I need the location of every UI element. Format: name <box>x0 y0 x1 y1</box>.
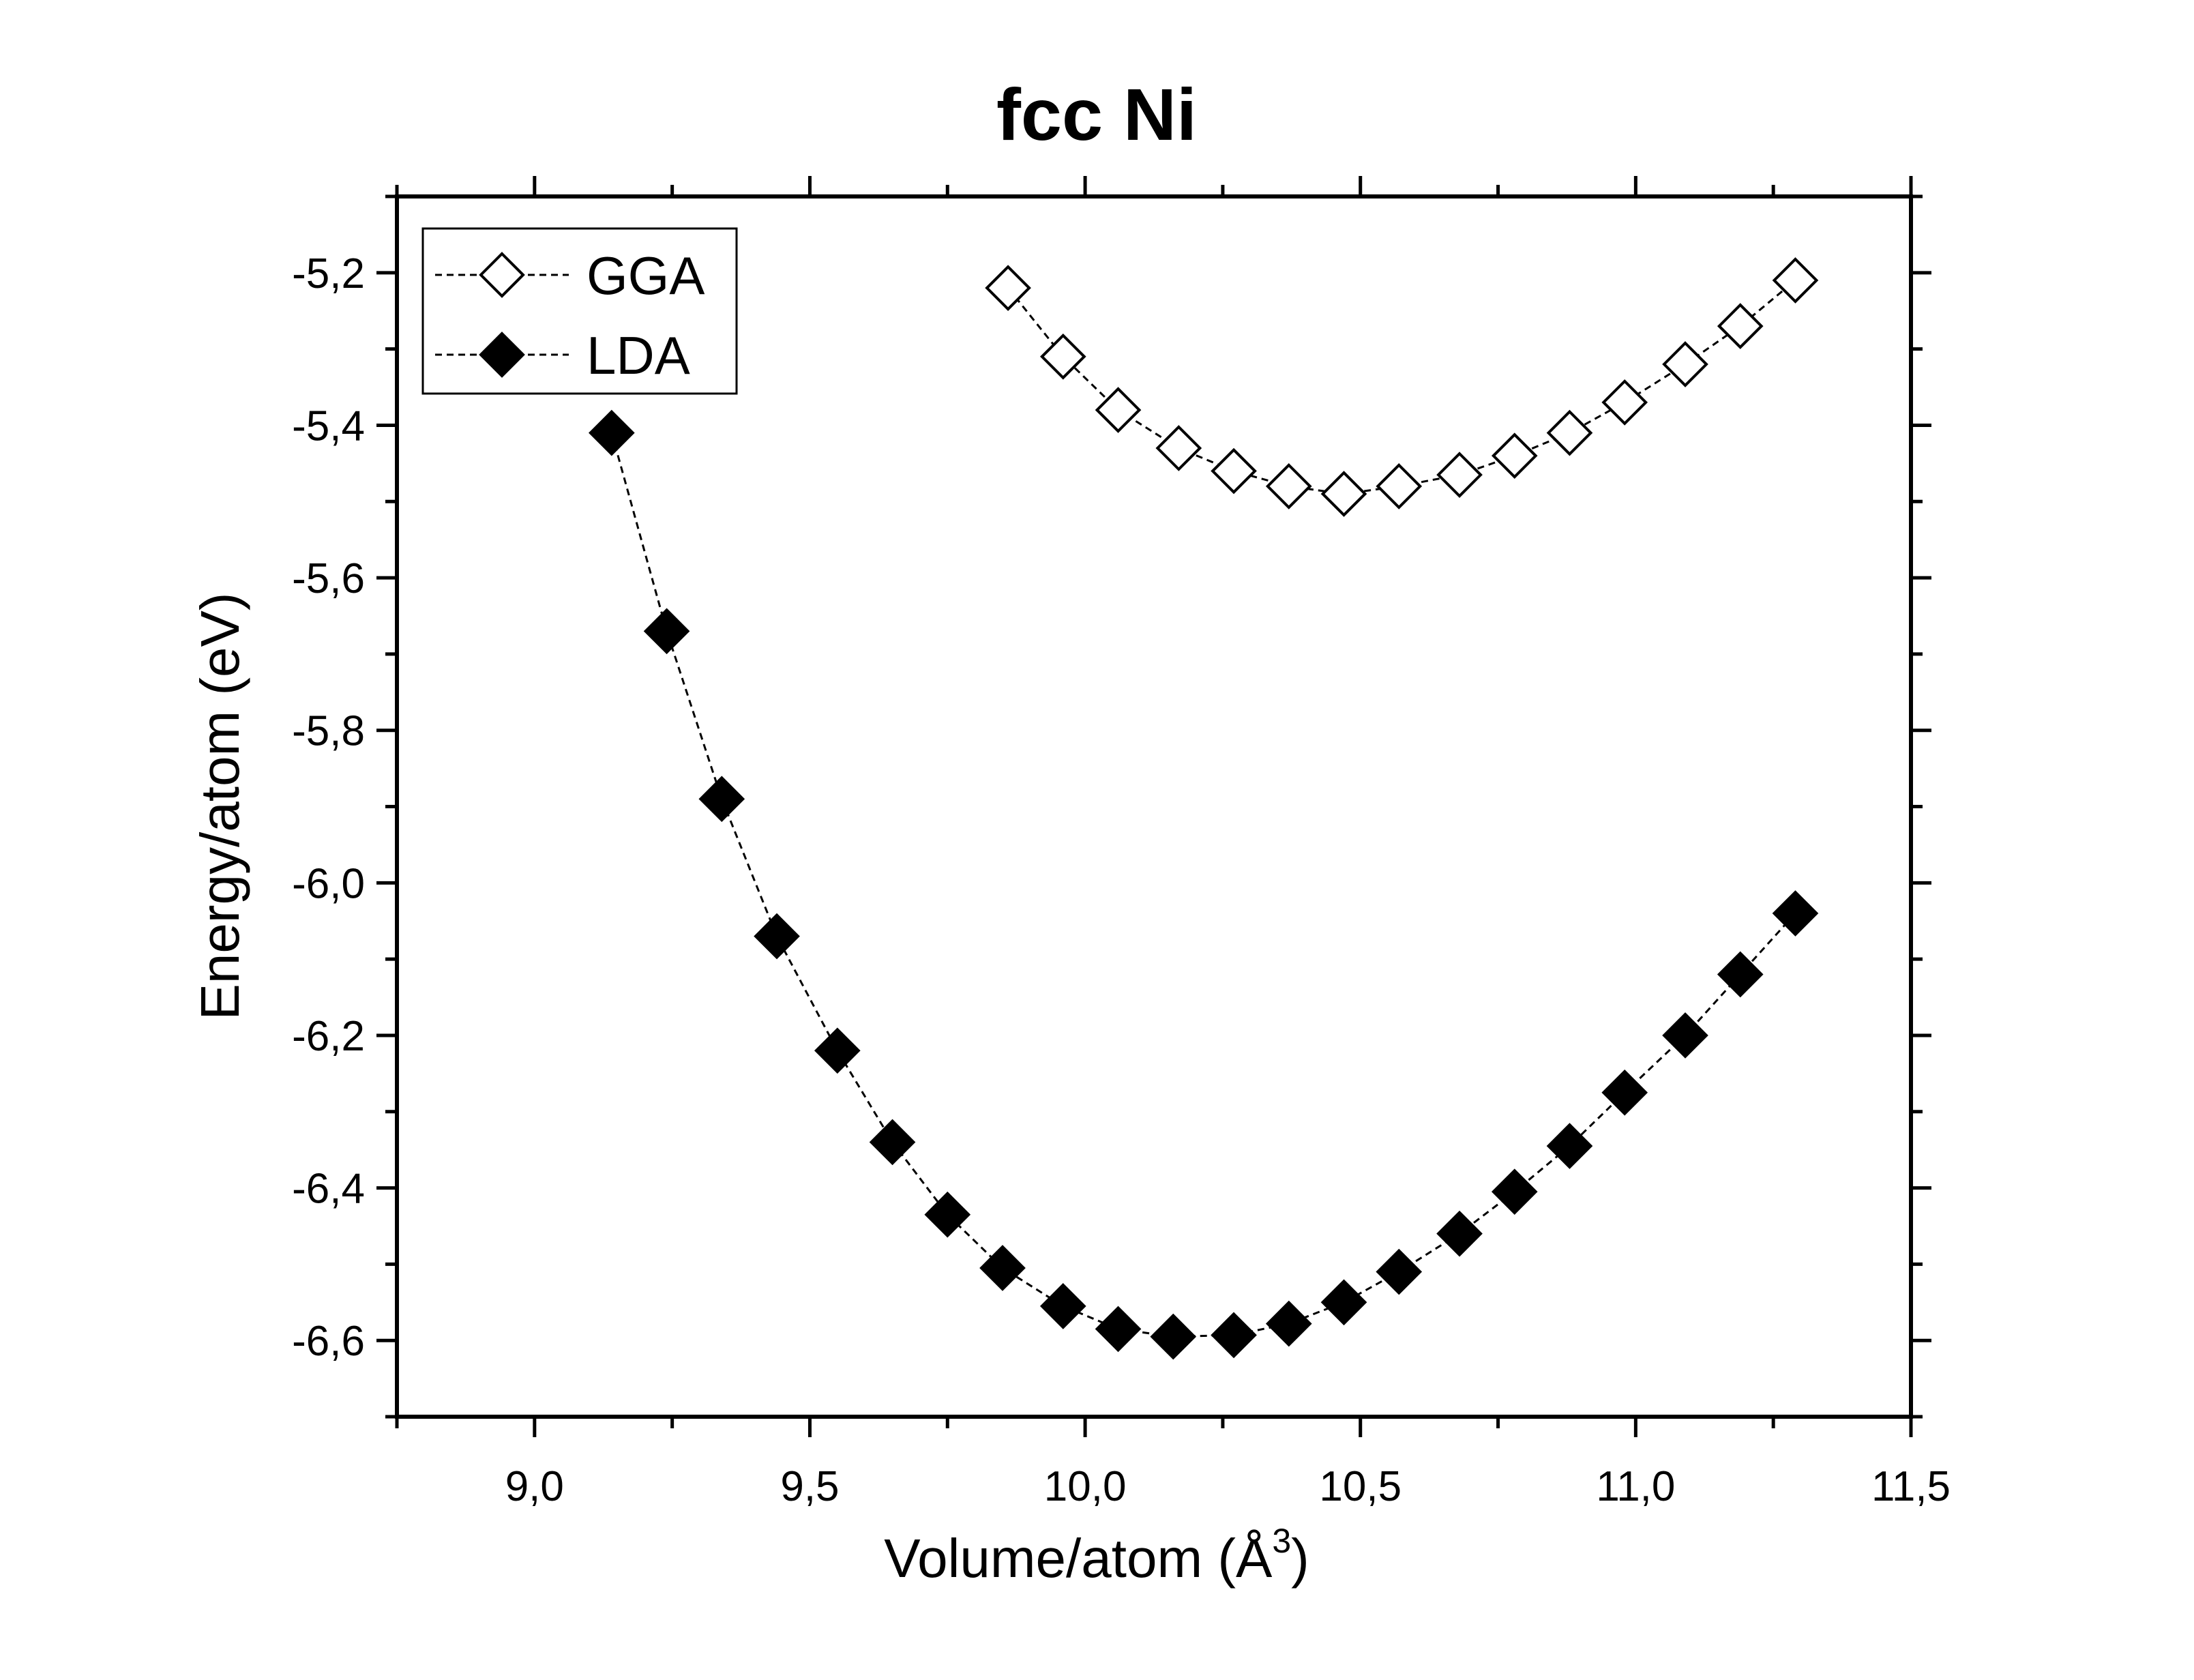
y-tick-label: -6,6 <box>292 1318 365 1365</box>
x-tick-label: 11,0 <box>1596 1463 1675 1510</box>
x-tick-label: 11,5 <box>1871 1463 1951 1510</box>
y-axis-label: Energy/atom (eV) <box>190 593 250 1020</box>
data-point-lda <box>1095 1306 1142 1353</box>
series-lda <box>589 409 1819 1360</box>
data-point-lda <box>754 913 800 960</box>
legend-marker <box>479 252 525 298</box>
data-point-lda <box>1662 1012 1708 1059</box>
data-point-lda <box>1601 1069 1648 1116</box>
data-point-lda <box>869 1119 916 1166</box>
data-point-lda <box>1211 1312 1257 1359</box>
data-point-gga <box>1155 425 1202 471</box>
data-point-lda <box>1546 1123 1593 1169</box>
data-point-lda <box>1320 1279 1367 1326</box>
legend: GGA LDA <box>421 227 738 395</box>
data-point-lda <box>924 1191 971 1238</box>
x-tick-label: 9,5 <box>780 1463 839 1510</box>
data-point-gga <box>1039 333 1086 380</box>
data-point-lda <box>589 409 635 456</box>
data-point-gga <box>985 265 1031 312</box>
data-point-lda <box>814 1027 861 1074</box>
legend-label: GGA <box>587 246 705 306</box>
data-point-gga <box>1436 452 1483 498</box>
series-layer <box>589 257 1819 1360</box>
data-point-lda <box>698 776 745 823</box>
y-tick-label: -5,2 <box>292 250 365 297</box>
data-point-gga <box>1491 432 1538 479</box>
data-point-lda <box>1772 890 1819 937</box>
data-point-lda <box>1150 1313 1197 1360</box>
legend-item-lda: LDA <box>435 325 690 385</box>
x-tick-label: 10,5 <box>1319 1463 1402 1510</box>
y-tick-label: -5,8 <box>292 708 365 755</box>
data-point-lda <box>1491 1168 1538 1215</box>
data-point-gga <box>1320 471 1367 517</box>
data-point-gga <box>1662 341 1708 387</box>
legend-label: LDA <box>587 325 690 385</box>
y-tick-label: -6,4 <box>292 1166 365 1213</box>
legend-marker <box>479 331 525 378</box>
chart-title: fcc Ni <box>996 73 1197 156</box>
y-tick-label: -6,2 <box>292 1013 365 1060</box>
data-point-gga <box>1265 463 1312 510</box>
data-point-gga <box>1376 463 1423 510</box>
data-point-gga <box>1095 387 1142 433</box>
series-line-lda <box>610 432 1796 1338</box>
data-point-lda <box>643 608 690 655</box>
data-point-gga <box>1546 409 1593 456</box>
data-point-gga <box>1601 379 1648 426</box>
data-point-gga <box>1211 447 1257 495</box>
data-point-lda <box>1717 951 1764 998</box>
x-tick-label: 10,0 <box>1044 1463 1127 1510</box>
data-point-lda <box>1265 1300 1312 1347</box>
x-tick-label: 9,0 <box>505 1463 564 1510</box>
data-point-gga <box>1717 303 1764 349</box>
y-tick-label: -6,0 <box>292 860 365 907</box>
data-point-lda <box>1376 1248 1423 1295</box>
legend-box <box>421 227 738 395</box>
data-point-lda <box>1436 1210 1483 1257</box>
data-point-lda <box>979 1245 1026 1291</box>
y-tick-label: -5,6 <box>292 555 365 602</box>
x-axis-label: Volume/atom (Å3) <box>884 1522 1309 1589</box>
legend-item-gga: GGA <box>435 246 705 306</box>
series-line-gga <box>1007 279 1796 495</box>
data-point-gga <box>1772 257 1819 304</box>
y-tick-label: -5,4 <box>292 402 365 450</box>
series-gga <box>985 257 1819 517</box>
plot-frame <box>395 194 1913 1419</box>
data-point-lda <box>1039 1283 1086 1329</box>
axis-ticks: 9,0 9,5 10,0 10,5 11,0 11,5 -5,2 -5,4 -5,6 -5,8 -6… <box>292 176 1951 1510</box>
